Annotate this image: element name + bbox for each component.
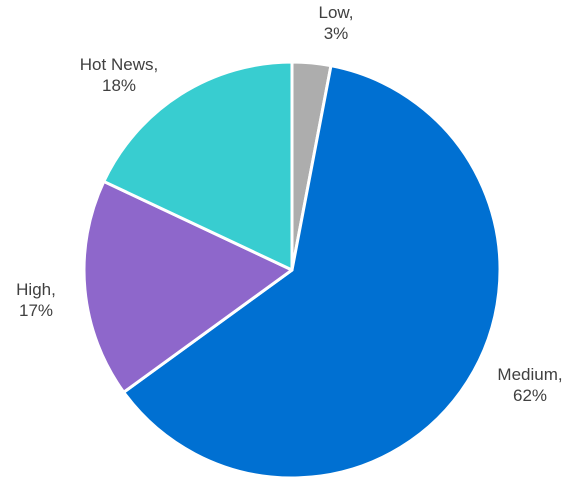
data-label-category: Low, [319,3,354,22]
data-label-medium: Medium, 62% [497,365,562,405]
data-label-percent: 62% [513,386,547,405]
data-label-category: Medium, [497,365,562,384]
data-label-category: Hot News, [80,55,158,74]
pie-labels: Low, 3% Medium, 62% High, 17% Hot News, 18% [16,3,562,405]
data-label-low: Low, 3% [319,3,354,43]
data-label-high: High, 17% [16,280,56,320]
pie-slice-high [82,179,294,394]
pie-slices [82,60,502,479]
pie-slice-medium [122,64,502,479]
data-label-hot-news: Hot News, 18% [80,55,158,95]
data-label-percent: 3% [324,24,349,43]
data-label-category: High, [16,280,56,299]
pie-slice-hot-news [102,60,294,272]
data-label-percent: 17% [19,301,53,320]
data-label-percent: 18% [102,76,136,95]
